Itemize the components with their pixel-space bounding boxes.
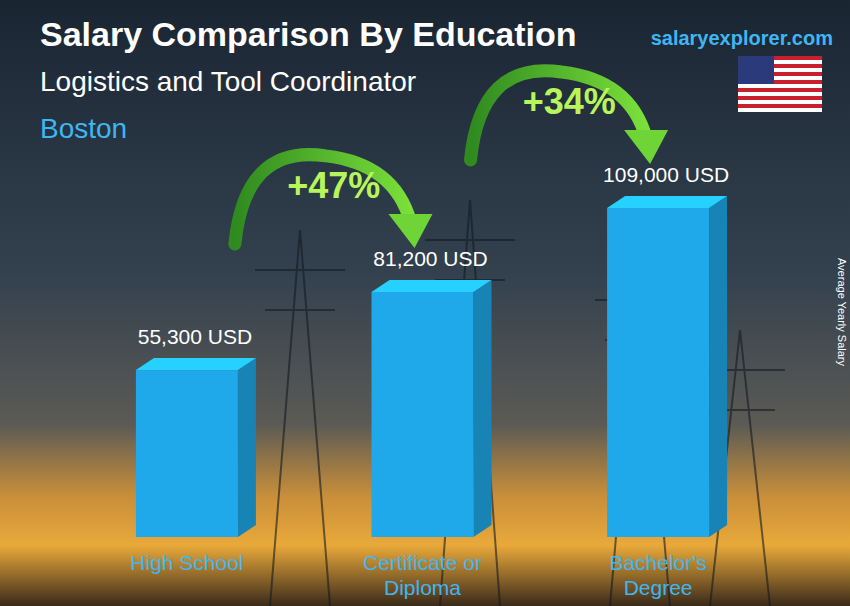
annotation: +47% xyxy=(287,165,380,206)
flag-stripe xyxy=(738,88,822,92)
flag-canton xyxy=(738,56,774,84)
annotation: +34% xyxy=(523,81,616,122)
data-label: 109,000 USD xyxy=(603,163,729,186)
bar-front xyxy=(607,208,709,537)
arrow-head xyxy=(389,214,433,248)
bar-side xyxy=(709,196,727,537)
x-tick-label-line: Certificate or xyxy=(363,551,482,574)
x-tick-label: High School xyxy=(130,551,243,574)
arrow-curve xyxy=(235,155,411,244)
flag-stripe xyxy=(738,104,822,108)
x-tick-label-line: Degree xyxy=(624,576,693,599)
location: Boston xyxy=(40,113,127,144)
arrow-curve xyxy=(471,71,647,160)
bar-side xyxy=(474,280,492,537)
bar-front xyxy=(136,370,238,537)
x-tick-label-line: High School xyxy=(130,551,243,574)
x-tick: Certificate orDiploma xyxy=(363,551,482,598)
source: salaryexplorer.com xyxy=(651,27,833,49)
x-tick-label-line: Diploma xyxy=(384,576,461,599)
x-tick-label: Certificate orDiploma xyxy=(363,551,482,598)
bar-side xyxy=(238,358,256,537)
flag-stripe xyxy=(738,100,822,104)
x-axis: High School Certificate orDiploma Bachelor… xyxy=(76,551,771,598)
flag-stripe xyxy=(738,92,822,96)
x-tick: Bachelor'sDegree xyxy=(609,551,706,598)
flag xyxy=(738,56,822,112)
flag-stripe xyxy=(738,84,822,88)
bar xyxy=(136,358,256,537)
x-tick-label: Bachelor'sDegree xyxy=(609,551,706,598)
bar xyxy=(372,280,492,537)
bar-top xyxy=(136,358,256,370)
flag-stripe xyxy=(738,108,822,112)
x-tick: High School xyxy=(130,551,243,574)
chart: High School Certificate orDiploma Bachelor… xyxy=(0,0,850,606)
flag-stripe xyxy=(738,96,822,100)
data-label: 55,300 USD xyxy=(138,325,252,348)
plot-area xyxy=(136,196,727,537)
y-label: Average Yearly Salary xyxy=(836,258,848,367)
bar-top xyxy=(607,196,727,208)
bar-front xyxy=(372,292,474,537)
bar xyxy=(607,196,727,537)
arrow-head xyxy=(624,130,668,164)
bar-top xyxy=(372,280,492,292)
data-label: 81,200 USD xyxy=(373,247,487,270)
x-tick-label-line: Bachelor's xyxy=(609,551,706,574)
title: Salary Comparison By Education xyxy=(40,15,577,53)
change-arrow xyxy=(235,155,433,248)
subtitle: Logistics and Tool Coordinator xyxy=(40,66,416,97)
background xyxy=(0,0,850,606)
background-pylons xyxy=(255,200,785,606)
change-arrow xyxy=(471,71,669,164)
pylon xyxy=(255,230,345,606)
